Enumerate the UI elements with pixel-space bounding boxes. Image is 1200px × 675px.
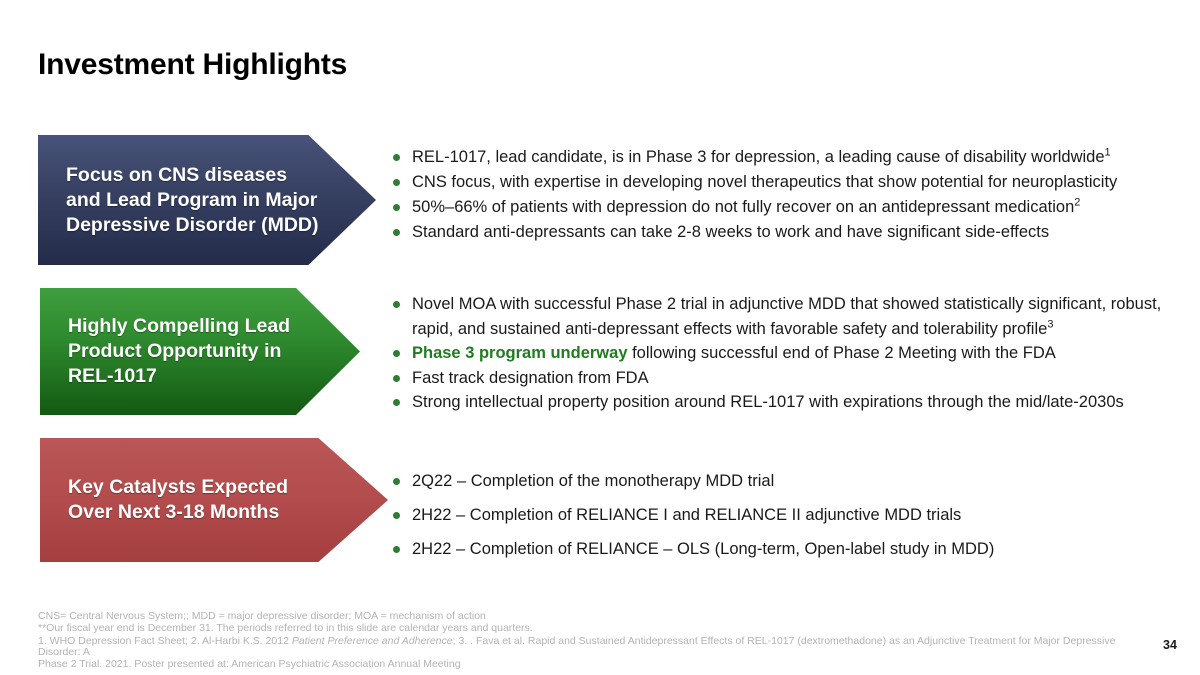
list-item: Fast track designation from FDA (393, 366, 1193, 391)
footnote-line: 1. WHO Depression Fact Sheet; 2. Al-Harb… (38, 634, 1116, 658)
bullet-dot-icon (393, 301, 400, 308)
bullet-text: 50%–66% of patients with depression do n… (412, 196, 1081, 216)
bullet-text: Fast track designation from FDA (412, 368, 649, 387)
bullet-text: Strong intellectual property position ar… (412, 393, 1124, 411)
list-item: CNS focus, with expertise in developing … (393, 170, 1193, 195)
list-item: 2H22 – Completion of RELIANCE I and RELI… (393, 503, 1193, 528)
page-title: Investment Highlights (38, 48, 348, 82)
banner-label: Key Catalysts Expected Over Next 3-18 Mo… (68, 476, 289, 523)
bullet-dot-icon (393, 204, 400, 211)
bullet-dot-icon (393, 374, 400, 382)
footnote-ref: 3 (1047, 318, 1054, 330)
bullet-text: 2H22 – Completion of RELIANCE I and RELI… (412, 506, 962, 524)
list-item: 2Q22 – Completion of the monotherapy MDD… (393, 469, 1193, 494)
footnote-line: **Our fiscal year end is December 31. Th… (38, 621, 533, 634)
bullet-dot-icon (393, 179, 400, 186)
bullet-list-lead-product: Novel MOA with successful Phase 2 trial … (393, 292, 1193, 415)
bullet-dot-icon (393, 229, 400, 236)
bullet-dot-icon (393, 399, 400, 406)
list-item: Phase 3 program underway following succe… (393, 341, 1193, 366)
bullet-dot-icon (393, 154, 400, 161)
banner-arrow-cns-focus: Focus on CNS diseases and Lead Program i… (38, 135, 376, 265)
bullet-text: Phase 3 program underway following succe… (412, 344, 1056, 362)
banner-label: Highly Compelling Lead Product Opportuni… (68, 315, 291, 387)
banner-arrow-key-catalysts: Key Catalysts Expected Over Next 3-18 Mo… (40, 438, 388, 562)
bullet-dot-icon (393, 512, 400, 519)
list-item: 2H22 – Completion of RELIANCE – OLS (Lon… (393, 537, 1193, 562)
list-item: REL-1017, lead candidate, is in Phase 3 … (393, 145, 1193, 170)
list-item: Standard anti-depressants can take 2-8 w… (393, 220, 1193, 245)
bullet-dot-icon (393, 546, 400, 553)
bullet-text: REL-1017, lead candidate, is in Phase 3 … (412, 146, 1111, 166)
bullet-dot-icon (393, 350, 400, 357)
bullet-text: Novel MOA with successful Phase 2 trial … (412, 295, 1162, 338)
page-number: 34 (1163, 638, 1177, 652)
bullet-dot-icon (393, 478, 400, 485)
banner-arrow-lead-product: Highly Compelling Lead Product Opportuni… (40, 288, 360, 415)
bullet-text: CNS focus, with expertise in developing … (412, 173, 1118, 191)
banner-label: Focus on CNS diseases and Lead Program i… (66, 163, 319, 236)
footnote-line: Phase 2 Trial. 2021. Poster presented at… (38, 657, 461, 670)
list-item: Novel MOA with successful Phase 2 trial … (393, 292, 1193, 341)
bullet-list-cns-focus: REL-1017, lead candidate, is in Phase 3 … (393, 145, 1193, 245)
bullet-text: Standard anti-depressants can take 2-8 w… (412, 223, 1050, 241)
footnote-line: CNS= Central Nervous System;; MDD = majo… (38, 610, 486, 622)
list-item: 50%–66% of patients with depression do n… (393, 195, 1193, 220)
footnote-ref: 1 (1104, 146, 1111, 159)
bullet-text: 2Q22 – Completion of the monotherapy MDD… (412, 472, 775, 490)
footnote-ref: 2 (1074, 196, 1081, 209)
bullet-list-key-catalysts: 2Q22 – Completion of the monotherapy MDD… (393, 469, 1193, 562)
bullet-text: 2H22 – Completion of RELIANCE – OLS (Lon… (412, 540, 995, 558)
highlighted-text: Phase 3 program underway (412, 344, 628, 362)
footnotes: CNS= Central Nervous System;; MDD = majo… (38, 610, 1158, 670)
citation-italic: Patient Preference and Adherence (291, 634, 453, 647)
list-item: Strong intellectual property position ar… (393, 390, 1193, 415)
